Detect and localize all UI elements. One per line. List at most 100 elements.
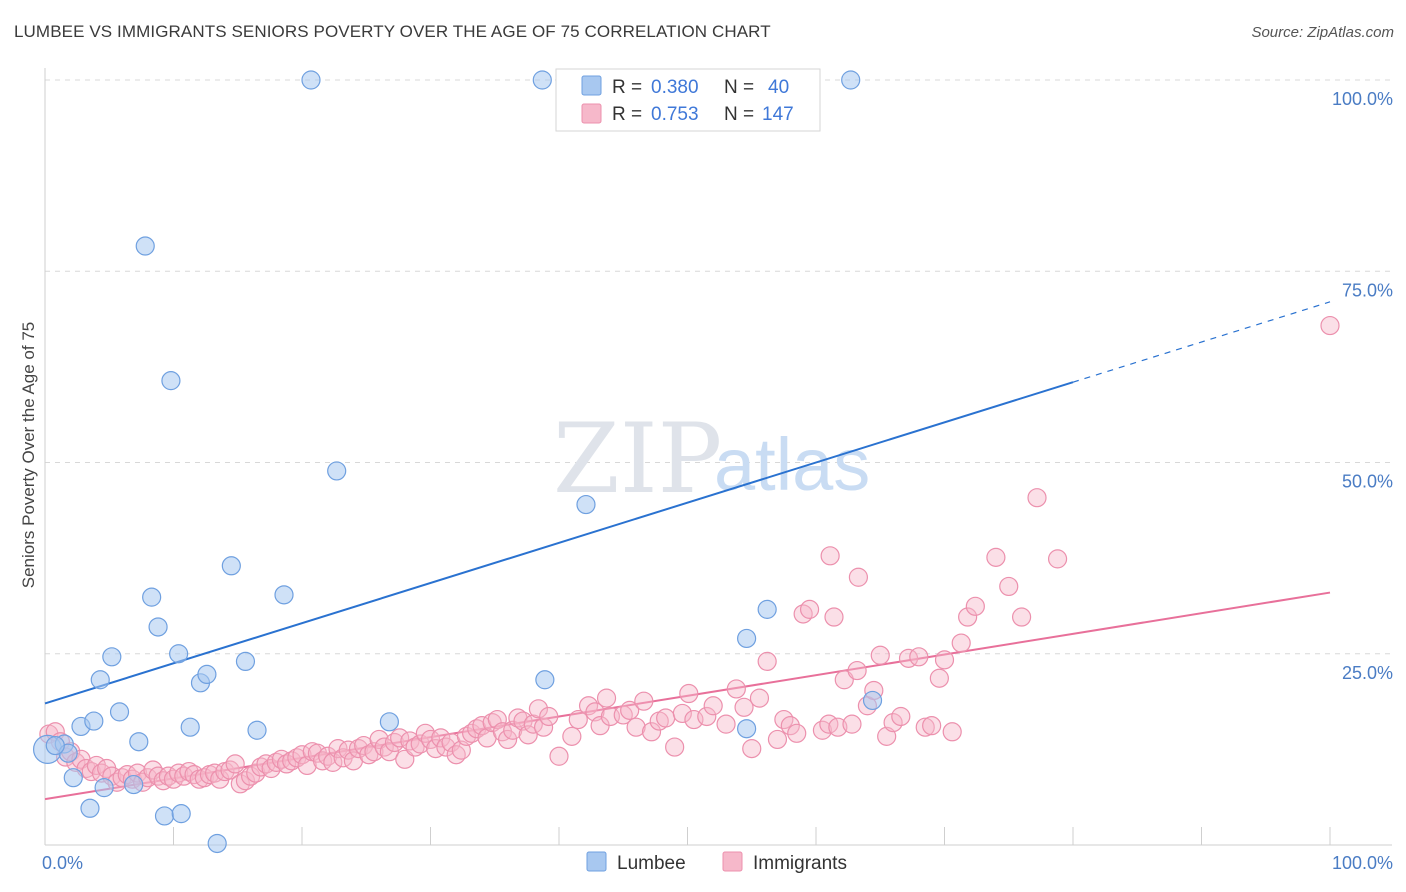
immigrants-point [225,754,245,774]
immigrants-point [359,745,379,765]
lumbee-point [84,711,104,731]
y-tick-labels: 25.0% 50.0% 75.0% 100.0% [1332,89,1393,683]
immigrants-point [169,763,189,783]
legend-r-label-lumbee: R = [612,77,642,98]
lumbee-point [532,70,552,90]
chart-source: Source: ZipAtlas.com [1251,24,1394,41]
immigrants-point [626,717,646,737]
immigrants-point [456,726,477,746]
legend-n-label-lumbee: N = [724,77,754,98]
lumbee-point [102,647,122,667]
immigrants-point [533,717,554,737]
lumbee-point [45,735,65,756]
immigrants-point [828,717,848,737]
immigrants-points [39,315,1340,794]
immigrants-point [665,737,685,757]
immigrants-point [620,700,640,720]
immigrants-point [410,734,430,754]
legend-n-value-lumbee: 40 [768,77,789,98]
lumbee-point [197,664,217,685]
lumbee-point [841,70,861,90]
immigrants-point [431,728,451,748]
series-legend: Lumbee Immigrants [586,851,847,874]
immigrants-point [634,691,654,711]
series-legend-label-lumbee: Lumbee [617,853,686,874]
lumbee-point [235,651,256,672]
watermark: ZIP atlas [553,403,870,515]
immigrants-point [596,688,617,708]
immigrants-point [679,683,699,704]
immigrants-point [848,567,869,587]
lumbee-trend-extension [1072,301,1331,383]
correlation-legend: R = 0.380 N = 40 R = 0.753 N = 147 [555,68,821,132]
immigrants-point [958,607,978,627]
lumbee-point [169,644,189,664]
immigrants-point [487,709,507,730]
immigrants-point [528,699,549,719]
immigrants-point [749,688,770,708]
immigrants-point [498,729,518,750]
immigrants-point [379,742,399,762]
immigrants-point [847,660,867,681]
chart-title: LUMBEE VS IMMIGRANTS SENIORS POVERTY OVE… [14,22,771,41]
immigrants-point [697,706,717,727]
immigrants-point [395,749,415,769]
lumbee-point [862,690,883,711]
immigrants-point [780,716,800,736]
immigrants-point [641,722,662,742]
lumbee-point [63,768,83,788]
legend-r-value-immigrants: 0.753 [651,104,699,125]
immigrants-point [656,708,676,728]
immigrants-point [328,739,348,759]
axes [44,68,1392,846]
immigrants-point [1320,315,1340,336]
immigrants-point [986,547,1006,567]
immigrants-point [703,696,723,716]
y-tick-label: 75.0% [1342,280,1393,300]
lumbee-point [148,617,168,637]
lumbee-point [90,670,110,690]
immigrants-point [999,576,1019,597]
lumbee-point [154,806,175,826]
immigrants-point [734,697,754,717]
lumbee-point [171,804,191,824]
immigrants-point [929,668,949,688]
immigrants-point [767,729,788,750]
immigrants-point [942,722,962,742]
immigrants-point [909,647,929,667]
lumbee-point [301,70,321,90]
immigrants-point [420,729,441,750]
series-legend-label-immigrants: Immigrants [753,853,847,874]
x-tick-label: 0.0% [42,853,83,873]
immigrants-point [922,716,942,736]
immigrants-point [1011,607,1032,627]
lumbee-point [535,670,555,690]
lumbee-point [757,599,777,619]
lumbee-point [161,371,181,391]
lumbee-point [274,585,294,605]
series-legend-swatch-lumbee [586,851,607,872]
legend-swatch-immigrants [581,103,602,124]
immigrants-point [415,723,435,743]
x-tick-label: 100.0% [1332,853,1393,873]
immigrants-point [205,763,225,783]
lumbee-point [737,628,757,649]
immigrants-point [318,746,338,766]
immigrants-point [276,754,297,774]
lumbee-point [109,702,130,722]
series-legend-swatch-immigrants [722,851,743,872]
y-axis-label: Seniors Poverty Over the Age of 75 [19,322,38,588]
lumbee-point [737,719,757,739]
immigrants-point [220,760,240,780]
grid-lines [45,79,1392,655]
immigrants-point [915,717,935,737]
immigrants-point [518,725,538,745]
immigrants-point [824,607,844,627]
lumbee-point [80,798,100,818]
legend-n-value-immigrants: 147 [762,104,794,125]
lumbee-point [221,556,241,576]
immigrants-point [820,546,840,566]
immigrants-point [1027,488,1047,508]
lumbee-point [207,833,227,854]
